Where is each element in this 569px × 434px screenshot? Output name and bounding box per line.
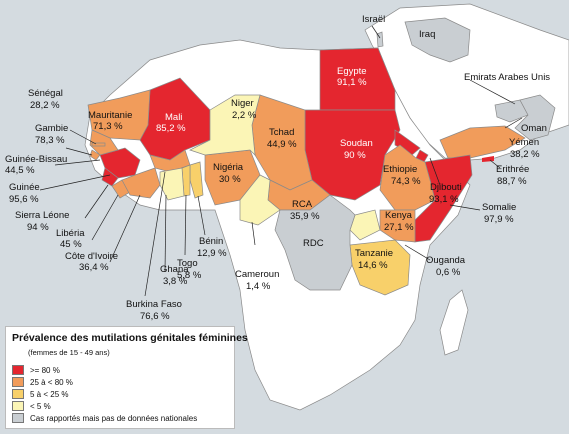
label-tchad-name: Tchad [269, 127, 294, 138]
legend-label: 25 à < 80 % [30, 377, 73, 387]
leader-lines [39, 25, 523, 297]
legend-label: < 5 % [30, 401, 51, 411]
label-sierra-leone-name: Sierra Léone [15, 210, 69, 221]
country-gambie [91, 142, 106, 147]
country-senegal [89, 129, 119, 156]
label-rca-name: RCA [292, 199, 313, 210]
label-ouganda-value: 0,6 % [436, 267, 461, 278]
label-somalie-value: 97,9 % [484, 214, 514, 225]
label-benin-value: 12,9 % [197, 248, 227, 259]
label-egypt-value: 91,1 % [337, 77, 367, 88]
country-guinee-bissau [89, 149, 101, 161]
label-guinee-name: Guinée [9, 182, 40, 193]
label-tanzanie-value: 14,6 % [358, 260, 388, 271]
label-ghana-value: 3,8 % [163, 276, 188, 287]
legend-item: < 5 % [12, 401, 51, 411]
madagascar-land [439, 289, 469, 356]
label-gambie-name: Gambie [35, 123, 68, 134]
label-nigeria-value: 30 % [219, 174, 241, 185]
label-benin-name: Bénin [199, 236, 223, 247]
label-somalie-name: Somalie [482, 202, 516, 213]
country-ethiopie [379, 144, 436, 211]
label-tanzanie-name: Tanzanie [355, 248, 393, 259]
label-ghana-name: Ghana [160, 264, 189, 275]
legend-label: >= 80 % [30, 365, 60, 375]
country-rdc [274, 194, 356, 291]
country-iraq [404, 17, 471, 63]
label-tchad-value: 44,9 % [267, 139, 297, 150]
label-togo-value: 5,8 % [177, 270, 202, 281]
label-yemen-name: Yémen [509, 137, 539, 148]
label-erythree-name: Erithrée [496, 164, 529, 175]
label-soudan-value: 90 % [344, 150, 366, 161]
label-ouganda-name: Ouganda [426, 255, 466, 266]
country-uae [494, 99, 529, 123]
country-tanzanie [349, 239, 411, 296]
label-sierra-leone-value: 94 % [27, 222, 49, 233]
legend-title: Prévalence des mutilations génitales fém… [12, 332, 248, 344]
country-egypt [319, 47, 396, 111]
label-kenya-value: 27,1 % [384, 222, 414, 233]
label-niger-name: Niger [231, 98, 254, 109]
label-mali-name: Mali [165, 112, 182, 123]
label-guinee-bissau-name: Guinée-Bissau [5, 154, 67, 165]
label-djibouti-value: 93,1 % [429, 194, 459, 205]
legend-swatch [12, 401, 24, 411]
label-cameroun-value: 1,4 % [246, 281, 271, 292]
label-cote-ivoire-name: Côte d'Ivoire [65, 251, 118, 262]
label-soudan-name: Soudan [340, 138, 373, 149]
label-mauritanie-value: 71,3 % [93, 121, 123, 132]
legend-label: 5 à < 25 % [30, 389, 69, 399]
legend-item: Cas rapportés mais pas de données nation… [12, 413, 197, 423]
label-iraq: Iraq [419, 29, 435, 40]
label-mauritanie-name: Mauritanie [88, 110, 132, 121]
label-oman: Oman [521, 123, 547, 134]
map-labels: Israël Iraq Emirats Arabes Unis Oman Egy… [5, 14, 550, 322]
label-burkina-name: Burkina Faso [126, 299, 182, 310]
country-ghana [159, 167, 185, 201]
country-kenya [379, 209, 416, 243]
label-guinee-bissau-value: 44,5 % [5, 165, 35, 176]
label-senegal-name: Sénégal [28, 88, 63, 99]
label-djibouti-name: Djibouti [430, 182, 462, 193]
label-mali-value: 85,2 % [156, 123, 186, 134]
label-cameroun-name: Cameroun [235, 269, 279, 280]
label-ethiopie-value: 74,3 % [391, 176, 421, 187]
legend-swatch [12, 365, 24, 375]
label-gambie-value: 78,3 % [35, 135, 65, 146]
label-senegal-value: 28,2 % [30, 100, 60, 111]
label-kenya-name: Kenya [385, 210, 413, 221]
label-nigeria-name: Nigéria [213, 162, 244, 173]
legend-item: 25 à < 80 % [12, 377, 73, 387]
label-cote-ivoire-value: 36,4 % [79, 262, 109, 273]
country-cameroun [239, 174, 281, 226]
label-togo-name: Togo [177, 258, 198, 269]
legend-subtitle: (femmes de 15 - 49 ans) [28, 348, 110, 357]
map-legend: Prévalence des mutilations génitales fém… [5, 326, 248, 429]
label-rca-value: 35,9 % [290, 211, 320, 222]
label-niger-value: 2,2 % [232, 110, 257, 121]
label-israel: Israël [362, 14, 385, 25]
country-niger [189, 94, 261, 156]
country-oman [514, 94, 556, 141]
legend-item: 5 à < 25 % [12, 389, 68, 399]
label-eau: Emirats Arabes Unis [464, 72, 550, 83]
label-liberia-value: 45 % [60, 239, 82, 250]
label-liberia-name: Libéria [56, 228, 85, 239]
label-erythree-value: 88,7 % [497, 176, 527, 187]
legend-label: Cas rapportés mais pas de données nation… [30, 413, 198, 423]
legend-swatch [12, 377, 24, 387]
label-guinee-value: 95,6 % [9, 194, 39, 205]
legend-item: >= 80 % [12, 365, 60, 375]
legend-swatch [12, 389, 24, 399]
label-burkina-value: 76,6 % [140, 311, 170, 322]
label-egypt-name: Egypte [337, 66, 367, 77]
label-ethiopie-name: Ethiopie [383, 164, 417, 175]
label-yemen-value: 38,2 % [510, 149, 540, 160]
label-rdc: RDC [303, 238, 324, 249]
legend-swatch [12, 413, 24, 423]
